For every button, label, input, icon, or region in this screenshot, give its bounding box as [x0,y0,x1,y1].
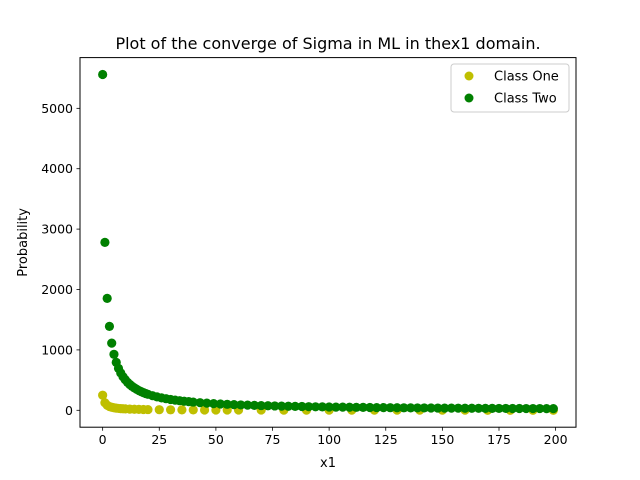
data-point-series-2 [365,402,375,413]
data-point-series-2 [535,403,545,414]
x-tick-label: 50 [208,432,224,447]
data-point-series-2 [263,401,273,411]
data-point-series-2 [406,403,416,413]
data-point-series-2 [351,402,361,412]
data-point-series-2 [378,403,389,413]
data-point-series-2 [195,398,205,408]
data-point-series-2 [344,402,355,412]
data-point-series-2 [487,403,497,413]
data-point-series-2 [304,402,314,412]
data-point-series-1 [154,405,164,415]
legend-marker-class-one [464,71,474,81]
data-point-series-2 [460,403,470,413]
data-point-series-2 [548,404,558,414]
data-point-series-2 [399,403,409,413]
data-point-series-2 [324,402,334,412]
data-point-series-2 [521,403,531,414]
data-point-series-2 [222,399,232,409]
x-tick-label: 25 [151,432,167,447]
legend-label-class-two: Class Two [494,92,557,107]
data-point-series-2 [453,403,463,413]
data-point-series-2 [98,69,108,80]
data-point-series-2 [109,349,119,359]
data-point-series-2 [494,403,504,414]
y-tick-label: 5000 [41,101,73,116]
data-point-series-2 [276,401,287,411]
legend-label-class-one: Class One [494,70,559,85]
x-tick-label: 200 [544,432,568,447]
legend: Class One Class Two [450,63,570,113]
y-axis: 0 1000 2000 3000 4000 5000 [41,101,80,418]
data-point-series-1 [177,405,187,415]
data-point-series-2 [297,401,307,412]
y-tick-label: 1000 [41,342,73,357]
data-points [98,69,558,415]
data-point-series-2 [372,402,382,413]
data-point-series-2 [338,402,348,412]
legend-marker-class-two [464,93,474,103]
data-point-series-2 [209,398,219,409]
data-point-series-2 [104,321,115,331]
x-tick-label: 75 [265,432,281,447]
data-point-series-2 [474,403,484,413]
data-point-series-2 [507,403,518,414]
data-point-series-2 [419,403,429,413]
data-point-series-2 [541,404,552,414]
data-point-series-2 [528,403,538,414]
data-point-series-2 [215,399,226,409]
data-point-series-2 [107,338,117,348]
data-point-series-2 [236,400,246,410]
x-tick-label: 100 [317,432,341,447]
y-tick-label: 2000 [41,282,73,297]
data-point-series-2 [256,400,266,411]
data-point-series-2 [249,400,259,410]
data-point-series-2 [467,403,477,413]
data-point-series-2 [310,402,321,412]
data-point-series-2 [358,402,368,412]
x-axis-label: x1 [320,456,336,471]
data-point-series-2 [283,401,293,411]
data-point-series-2 [317,402,327,412]
data-point-series-2 [188,397,198,407]
x-tick-label: 150 [430,432,454,447]
data-point-series-2 [331,402,341,412]
data-point-series-1 [143,404,153,415]
data-point-series-2 [392,403,402,413]
data-point-series-2 [514,403,524,414]
data-point-series-2 [270,401,280,411]
x-axis: 0 25 50 75 100 125 150 175 200 [99,427,568,447]
chart-title: Plot of the converge of Sigma in ML in t… [115,34,540,53]
data-point-series-2 [433,403,443,413]
y-tick-label: 0 [65,403,73,418]
data-point-series-2 [412,403,423,413]
x-tick-label: 175 [487,432,511,447]
data-point-series-2 [480,403,491,413]
data-point-series-1 [98,390,108,400]
data-point-series-1 [165,405,176,415]
data-point-series-2 [290,401,300,411]
plot-area-background [80,57,576,428]
data-point-series-2 [426,403,436,413]
y-tick-label: 3000 [41,222,73,237]
data-point-series-2 [446,403,457,413]
y-tick-label: 4000 [41,161,73,176]
data-point-series-2 [501,403,511,414]
data-point-series-2 [385,403,395,413]
data-point-series-2 [229,400,239,410]
data-point-series-2 [202,398,212,408]
data-point-series-2 [100,237,110,247]
x-tick-label: 0 [99,432,107,447]
plot-frame [79,57,577,428]
data-point-series-2 [440,403,450,413]
y-axis-label: Probability [16,208,31,277]
data-point-series-2 [102,293,112,303]
data-point-series-2 [243,400,253,410]
x-tick-label: 125 [374,432,398,447]
legend-box [450,63,570,113]
data-point-series-1 [188,405,198,415]
